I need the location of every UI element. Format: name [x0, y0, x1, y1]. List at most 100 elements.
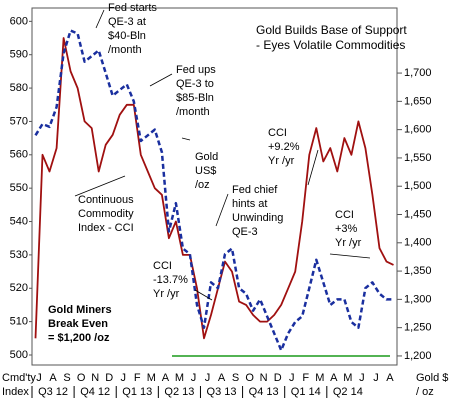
chart-title: Gold Builds Base of Support — [256, 23, 407, 37]
y-tick-label: 590 — [10, 49, 28, 61]
x-tick-label: A — [330, 372, 338, 384]
annotation: CCI — [268, 127, 287, 139]
x-tick-label: J — [289, 372, 295, 384]
y-tick-label: 540 — [10, 215, 28, 227]
annotation: +9.2% — [268, 141, 300, 153]
x-tick-label: A — [49, 372, 57, 384]
x-tick-label: S — [63, 372, 70, 384]
x-tick-label: D — [274, 372, 282, 384]
pointer-line — [74, 175, 126, 197]
annotation: QE-3 at — [108, 16, 146, 28]
breakeven-label: Break Even — [48, 318, 108, 330]
y-tick-label: 580 — [10, 82, 28, 94]
y-tick-label: 510 — [10, 316, 28, 328]
pointer-line — [307, 149, 319, 186]
x-tick-label: J — [359, 372, 365, 384]
x-tick-label: J — [121, 372, 127, 384]
y-tick-label: 500 — [10, 349, 28, 361]
y-tick-label: 530 — [10, 249, 28, 261]
x-tick-label: A — [386, 372, 394, 384]
annotation: Commodity — [78, 208, 134, 220]
pointer-line — [194, 289, 213, 301]
y2-tick-label: 1,500 — [404, 180, 432, 192]
annotation: Unwinding — [232, 212, 283, 224]
annotation: Yr /yr — [153, 288, 180, 300]
y2-tick-label: 1,400 — [404, 237, 432, 249]
y2-tick-label: 1,600 — [404, 124, 432, 136]
quarter-label: Q2 14 — [333, 386, 363, 398]
pointer-line — [95, 9, 105, 29]
quarter-label: Q1 14 — [291, 386, 321, 398]
y2-tick-label: 1,550 — [404, 152, 432, 164]
y-tick-label: 550 — [10, 182, 28, 194]
annotation: CCI — [153, 260, 172, 272]
pointer-line — [181, 137, 191, 141]
quarter-label: Q1 13 — [122, 386, 152, 398]
chart-title: - Eyes Volatile Commodities — [256, 38, 405, 52]
annotation: QE-3 — [232, 226, 258, 238]
annotation: CCI — [335, 209, 354, 221]
annotation: /oz — [195, 179, 210, 191]
pointer-line — [215, 193, 229, 227]
x-tick-label: D — [105, 372, 113, 384]
annotation: Yr /yr — [268, 155, 295, 167]
x-tick-label: N — [260, 372, 268, 384]
x-tick-label: F — [134, 372, 141, 384]
x-tick-label: S — [232, 372, 239, 384]
series-line — [34, 29, 394, 352]
breakeven-label: = $1,200 /oz — [48, 332, 110, 344]
y-tick-label: 600 — [10, 15, 28, 27]
annotation: US$ — [195, 165, 216, 177]
x-tick-label: O — [245, 372, 254, 384]
y2-tick-label: 1,450 — [404, 208, 432, 220]
annotation: -13.7% — [153, 274, 188, 286]
y-tick-label: 560 — [10, 149, 28, 161]
y2-axis-label: / oz — [416, 386, 434, 398]
y2-tick-label: 1,250 — [404, 322, 432, 334]
series-line — [34, 37, 394, 340]
y-axis-label: Index — [2, 386, 29, 398]
y2-axis-label: Gold $ — [416, 372, 448, 384]
x-tick-label: O — [77, 372, 86, 384]
x-tick-label: M — [343, 372, 352, 384]
y-tick-label: 570 — [10, 115, 28, 127]
x-tick-label: J — [373, 372, 379, 384]
y-axis-label: Cmd'ty — [2, 372, 36, 384]
y2-tick-label: 1,350 — [404, 265, 432, 277]
annotation: /month — [176, 106, 210, 118]
annotation: +3% — [335, 223, 358, 235]
annotation: QE-3 to — [176, 78, 214, 90]
x-tick-label: M — [147, 372, 156, 384]
x-tick-label: A — [218, 372, 226, 384]
x-tick-label: M — [315, 372, 324, 384]
y2-tick-label: 1,650 — [404, 95, 432, 107]
x-tick-label: J — [205, 372, 211, 384]
annotation: Yr /yr — [335, 237, 362, 249]
y2-tick-label: 1,700 — [404, 67, 432, 79]
pointer-line — [149, 73, 173, 87]
breakeven-label: Gold Miners — [48, 304, 112, 316]
annotation: hints at — [232, 198, 267, 210]
annotation: Gold — [195, 151, 218, 163]
pointer-line — [329, 253, 371, 259]
y2-tick-label: 1,300 — [404, 293, 432, 305]
annotation: Fed ups — [176, 64, 216, 76]
quarter-label: Q3 13 — [207, 386, 237, 398]
quarter-label: Q4 13 — [249, 386, 279, 398]
annotation: /month — [108, 44, 142, 56]
x-tick-label: J — [36, 372, 42, 384]
annotation: $85-Bln — [176, 92, 214, 104]
quarter-label: Q2 13 — [164, 386, 194, 398]
quarter-label: Q3 12 — [38, 386, 68, 398]
x-tick-label: A — [162, 372, 170, 384]
annotation: $40-Bln — [108, 30, 146, 42]
x-tick-label: M — [175, 372, 184, 384]
annotation: Fed chief — [232, 184, 278, 196]
annotation: Continuous — [78, 194, 134, 206]
y2-tick-label: 1,200 — [404, 350, 432, 362]
x-tick-label: F — [302, 372, 309, 384]
annotation: Index - CCI — [78, 222, 134, 234]
x-tick-label: N — [91, 372, 99, 384]
y-tick-label: 520 — [10, 282, 28, 294]
